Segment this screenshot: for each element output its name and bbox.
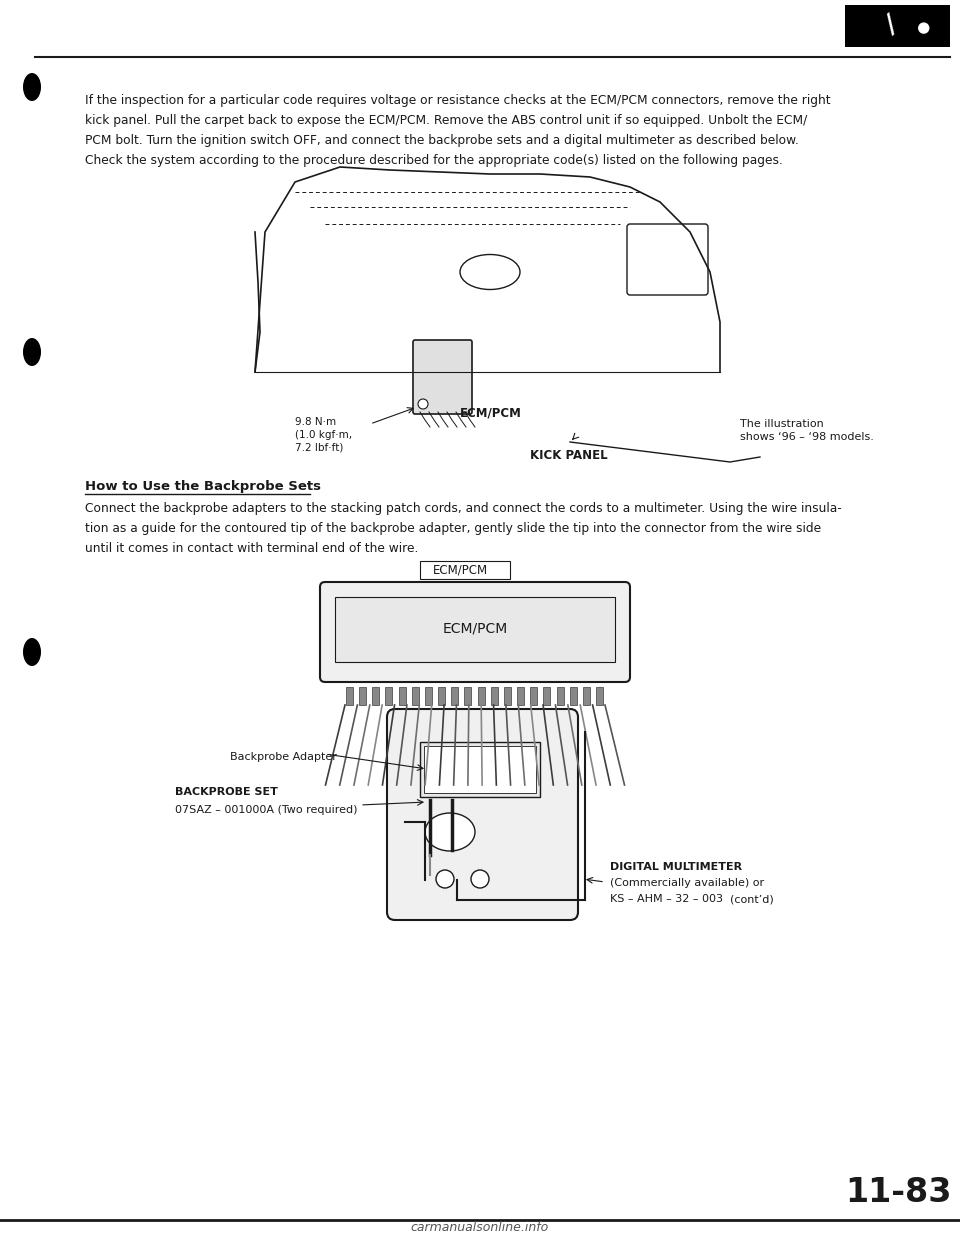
Circle shape bbox=[448, 836, 456, 845]
Bar bbox=[465, 687, 471, 705]
Text: /: / bbox=[881, 14, 903, 39]
Circle shape bbox=[426, 851, 434, 859]
Bar bbox=[346, 687, 353, 705]
Text: Connect the backprobe adapters to the stacking patch cords, and connect the cord: Connect the backprobe adapters to the st… bbox=[85, 502, 842, 515]
Text: How to Use the Backprobe Sets: How to Use the Backprobe Sets bbox=[85, 479, 321, 493]
FancyBboxPatch shape bbox=[627, 224, 708, 296]
Ellipse shape bbox=[425, 814, 475, 851]
Ellipse shape bbox=[460, 255, 520, 289]
Bar bbox=[569, 687, 577, 705]
Bar bbox=[504, 687, 511, 705]
FancyBboxPatch shape bbox=[320, 582, 630, 682]
Text: The illustration
shows ‘96 – ‘98 models.: The illustration shows ‘96 – ‘98 models. bbox=[740, 419, 874, 442]
Text: until it comes in contact with terminal end of the wire.: until it comes in contact with terminal … bbox=[85, 542, 419, 555]
Bar bbox=[335, 597, 615, 662]
Circle shape bbox=[919, 24, 928, 34]
Bar bbox=[530, 687, 538, 705]
Circle shape bbox=[426, 836, 434, 845]
Ellipse shape bbox=[23, 73, 41, 101]
Circle shape bbox=[436, 869, 454, 888]
Circle shape bbox=[471, 869, 489, 888]
Bar bbox=[845, 5, 950, 47]
Ellipse shape bbox=[23, 338, 41, 366]
Bar bbox=[517, 687, 524, 705]
Bar bbox=[491, 687, 497, 705]
Text: ECM/PCM: ECM/PCM bbox=[443, 622, 508, 636]
Bar bbox=[420, 561, 510, 579]
Text: Backprobe Adapter: Backprobe Adapter bbox=[230, 751, 337, 763]
Bar bbox=[359, 687, 366, 705]
Bar bbox=[596, 687, 603, 705]
Text: (Commercially available) or: (Commercially available) or bbox=[610, 878, 764, 888]
Bar bbox=[543, 687, 550, 705]
Text: DIGITAL MULTIMETER: DIGITAL MULTIMETER bbox=[610, 862, 742, 872]
Bar bbox=[557, 687, 564, 705]
Text: 07SAZ – 001000A (Two required): 07SAZ – 001000A (Two required) bbox=[175, 805, 357, 815]
Text: Check the system according to the procedure described for the appropriate code(s: Check the system according to the proced… bbox=[85, 154, 782, 166]
Text: ECM/PCM: ECM/PCM bbox=[460, 406, 522, 419]
Bar bbox=[372, 687, 379, 705]
Bar bbox=[438, 687, 445, 705]
Ellipse shape bbox=[23, 638, 41, 666]
Bar bbox=[424, 746, 536, 792]
Text: PCM bolt. Turn the ignition switch OFF, and connect the backprobe sets and a dig: PCM bolt. Turn the ignition switch OFF, … bbox=[85, 134, 799, 147]
Text: KICK PANEL: KICK PANEL bbox=[530, 450, 608, 462]
Text: ECM/PCM: ECM/PCM bbox=[432, 564, 488, 576]
Text: kick panel. Pull the carpet back to expose the ECM/PCM. Remove the ABS control u: kick panel. Pull the carpet back to expo… bbox=[85, 114, 807, 127]
Text: 9.8 N·m
(1.0 kgf·m,
7.2 lbf·ft): 9.8 N·m (1.0 kgf·m, 7.2 lbf·ft) bbox=[295, 417, 352, 452]
Text: KS – AHM – 32 – 003: KS – AHM – 32 – 003 bbox=[610, 894, 723, 904]
Bar bbox=[425, 687, 432, 705]
Bar bbox=[386, 687, 393, 705]
Bar bbox=[412, 687, 419, 705]
Bar bbox=[583, 687, 589, 705]
Text: carmanualsonline.info: carmanualsonline.info bbox=[411, 1221, 549, 1235]
Text: BACKPROBE SET: BACKPROBE SET bbox=[175, 787, 277, 797]
Text: tion as a guide for the contoured tip of the backprobe adapter, gently slide the: tion as a guide for the contoured tip of… bbox=[85, 522, 821, 535]
Text: 11-83: 11-83 bbox=[845, 1176, 951, 1208]
Text: (cont’d): (cont’d) bbox=[730, 894, 774, 904]
Bar bbox=[451, 687, 458, 705]
FancyBboxPatch shape bbox=[413, 340, 472, 414]
Circle shape bbox=[418, 399, 428, 409]
Text: If the inspection for a particular code requires voltage or resistance checks at: If the inspection for a particular code … bbox=[85, 94, 830, 107]
Bar bbox=[477, 687, 485, 705]
FancyBboxPatch shape bbox=[387, 709, 578, 920]
Bar bbox=[420, 741, 540, 797]
Bar bbox=[398, 687, 406, 705]
